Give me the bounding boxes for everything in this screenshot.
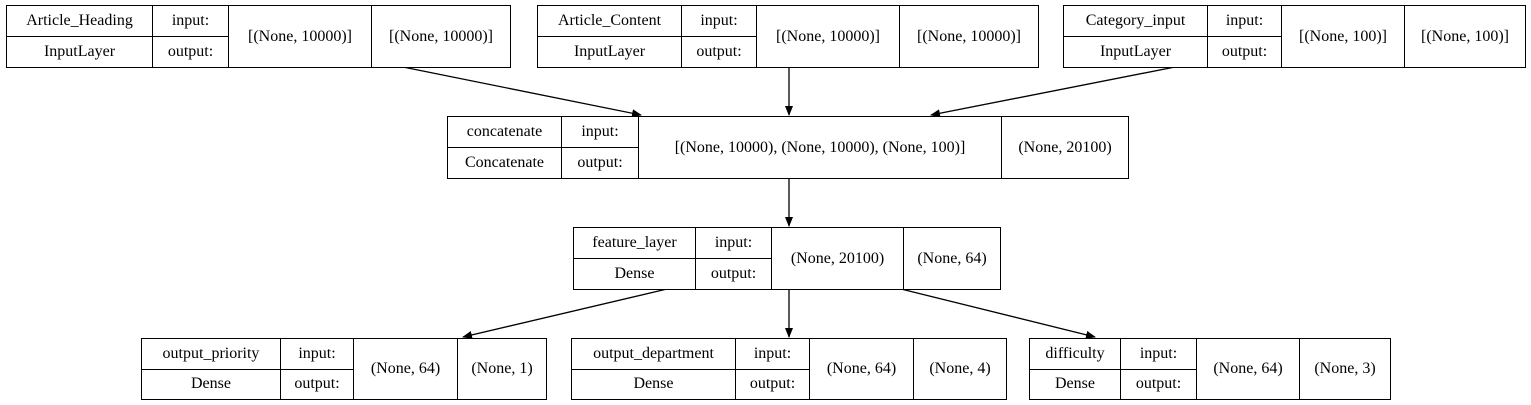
output-label: output: (1135, 375, 1182, 393)
layer-name: Category_input (1064, 6, 1207, 37)
input-label: input: (682, 6, 756, 37)
edge-category-input-to-concatenate (930, 66, 1176, 118)
layer-name: difficulty (1030, 339, 1120, 370)
node-article-heading: Article_Heading InputLayer input: output… (6, 5, 511, 68)
layer-name: concatenate (448, 117, 561, 148)
layer-name: Article_Content (538, 6, 681, 37)
output-shape: (None, 20100) (1018, 138, 1112, 156)
layer-name: output_priority (142, 339, 280, 370)
input-shape: [(None, 100)] (1282, 6, 1405, 67)
node-feature-layer: feature_layer Dense input: output: (None… (573, 227, 1001, 290)
layer-name: output_department (572, 339, 735, 370)
layer-type: InputLayer (1099, 43, 1172, 60)
layer-type: InputLayer (573, 43, 646, 60)
output-label: output: (167, 43, 214, 60)
input-shape: (None, 64) (1197, 339, 1300, 399)
edge-feature-layer-to-output-priority (462, 288, 668, 339)
layer-name: Article_Heading (7, 6, 152, 37)
input-shape: [(None, 10000)] (757, 6, 900, 67)
layer-name: feature_layer (574, 228, 695, 259)
output-shape: [(None, 10000)] (389, 27, 493, 45)
layer-type: Dense (191, 375, 231, 393)
edge-article-heading-to-concatenate (402, 66, 642, 118)
output-label: output: (749, 375, 796, 393)
output-shape: (None, 4) (929, 360, 991, 377)
input-label: input: (153, 6, 228, 37)
output-shape: [(None, 100)] (1421, 27, 1509, 45)
input-label: input: (1121, 339, 1196, 370)
node-output-department: output_department Dense input: output: (… (571, 338, 1007, 400)
layer-type: InputLayer (43, 43, 116, 60)
layer-type: Dense (614, 265, 655, 282)
output-label: output: (710, 265, 757, 282)
output-shape: (None, 3) (1314, 360, 1376, 377)
input-label: input: (281, 339, 353, 370)
node-difficulty: difficulty Dense input: output: (None, 6… (1029, 338, 1391, 400)
output-label: output: (696, 43, 742, 60)
input-shape: (None, 64) (354, 339, 458, 399)
layer-type: Dense (1055, 375, 1095, 393)
output-label: output: (577, 154, 623, 171)
output-label: output: (1221, 43, 1268, 60)
input-label: input: (696, 228, 771, 259)
node-output-priority: output_priority Dense input: output: (No… (141, 338, 547, 400)
output-shape: [(None, 10000)] (917, 27, 1021, 45)
input-label: input: (736, 339, 809, 370)
output-shape: (None, 1) (471, 360, 533, 377)
node-article-content: Article_Content InputLayer input: output… (537, 5, 1039, 68)
input-shape: (None, 64) (810, 339, 914, 399)
node-concatenate: concatenate Concatenate input: output: [… (447, 116, 1129, 179)
input-shape: [(None, 10000), (None, 10000), (None, 10… (639, 117, 1002, 178)
node-category-input: Category_input InputLayer input: output:… (1063, 5, 1526, 68)
output-label: output: (294, 375, 340, 393)
layer-type: Concatenate (464, 154, 545, 171)
layer-type: Dense (633, 375, 674, 393)
input-label: input: (562, 117, 638, 148)
output-shape: (None, 64) (917, 249, 987, 267)
edge-feature-layer-to-difficulty (900, 288, 1096, 339)
input-label: input: (1208, 6, 1281, 37)
input-shape: [(None, 10000)] (229, 6, 372, 67)
input-shape: (None, 20100) (772, 228, 904, 289)
